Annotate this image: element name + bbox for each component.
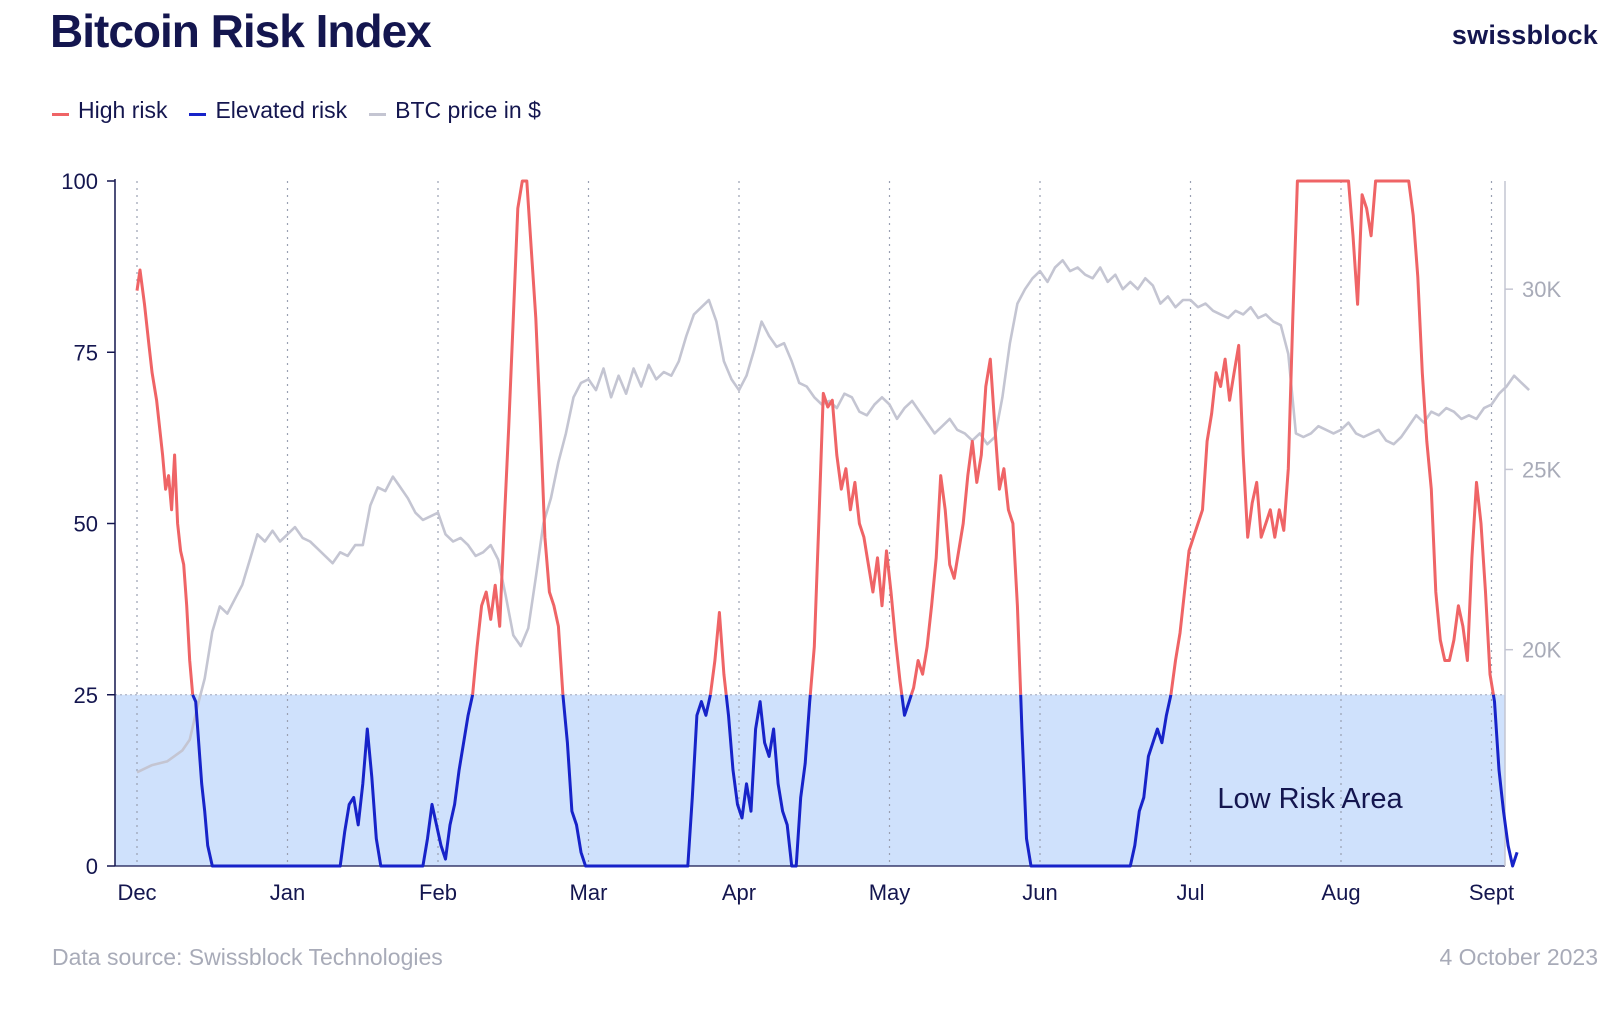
legend-item-elevated: Elevated risk — [189, 97, 347, 124]
elevated-risk-line — [1491, 694, 1519, 868]
elevated-risk-line — [1019, 694, 1173, 868]
low-risk-area-label: Low Risk Area — [1217, 783, 1403, 815]
right-tick-label: 20K — [1522, 638, 1561, 663]
x-tick-label: May — [869, 880, 911, 905]
x-tick-label: Mar — [570, 880, 608, 905]
legend-swatch-price — [369, 113, 387, 116]
report-date: 4 October 2023 — [1439, 944, 1598, 970]
x-tick-label: Jan — [270, 880, 305, 905]
x-tick-label: Sept — [1469, 880, 1514, 905]
right-tick-label: 25K — [1522, 457, 1561, 482]
x-tick-label: Jul — [1176, 880, 1204, 905]
x-tick-label: Feb — [419, 880, 457, 905]
legend-item-price: BTC price in $ — [369, 97, 541, 124]
high-risk-line — [708, 611, 728, 695]
legend-swatch-elevated — [189, 113, 207, 116]
chart-title: Bitcoin Risk Index — [50, 5, 432, 57]
btc-price-line — [136, 258, 1531, 774]
elevated-risk-line — [561, 694, 712, 868]
left-tick-label: 50 — [74, 512, 98, 537]
high-risk-line — [808, 391, 904, 695]
legend-label-elevated: Elevated risk — [215, 97, 348, 123]
right-tick-label: 30K — [1522, 277, 1561, 302]
legend-item-high: High risk — [52, 97, 167, 124]
elevated-risk-line — [191, 694, 475, 868]
legend-swatch-high — [52, 113, 69, 116]
legend: High risk Elevated risk BTC price in $ — [52, 97, 541, 124]
elevated-risk-line — [724, 694, 812, 868]
x-tick-label: Dec — [117, 880, 156, 905]
x-tick-label: Apr — [722, 880, 756, 905]
high-risk-line — [471, 179, 565, 695]
high-risk-line — [909, 357, 1023, 696]
x-tick-label: Jun — [1022, 880, 1057, 905]
high-risk-line — [1169, 179, 1495, 696]
low-risk-area — [115, 694, 1505, 866]
high-risk-line — [135, 268, 195, 695]
data-source-note: Data source: Swissblock Technologies — [52, 944, 443, 970]
brand-logo: swissblock — [1451, 20, 1598, 50]
x-tick-label: Aug — [1321, 880, 1360, 905]
legend-label-high: High risk — [78, 97, 168, 123]
left-tick-label: 0 — [86, 854, 98, 879]
left-tick-label: 100 — [61, 169, 98, 194]
legend-label-price: BTC price in $ — [395, 97, 541, 123]
left-tick-label: 75 — [74, 340, 98, 365]
left-tick-label: 25 — [74, 683, 98, 708]
elevated-risk-line — [900, 694, 913, 717]
